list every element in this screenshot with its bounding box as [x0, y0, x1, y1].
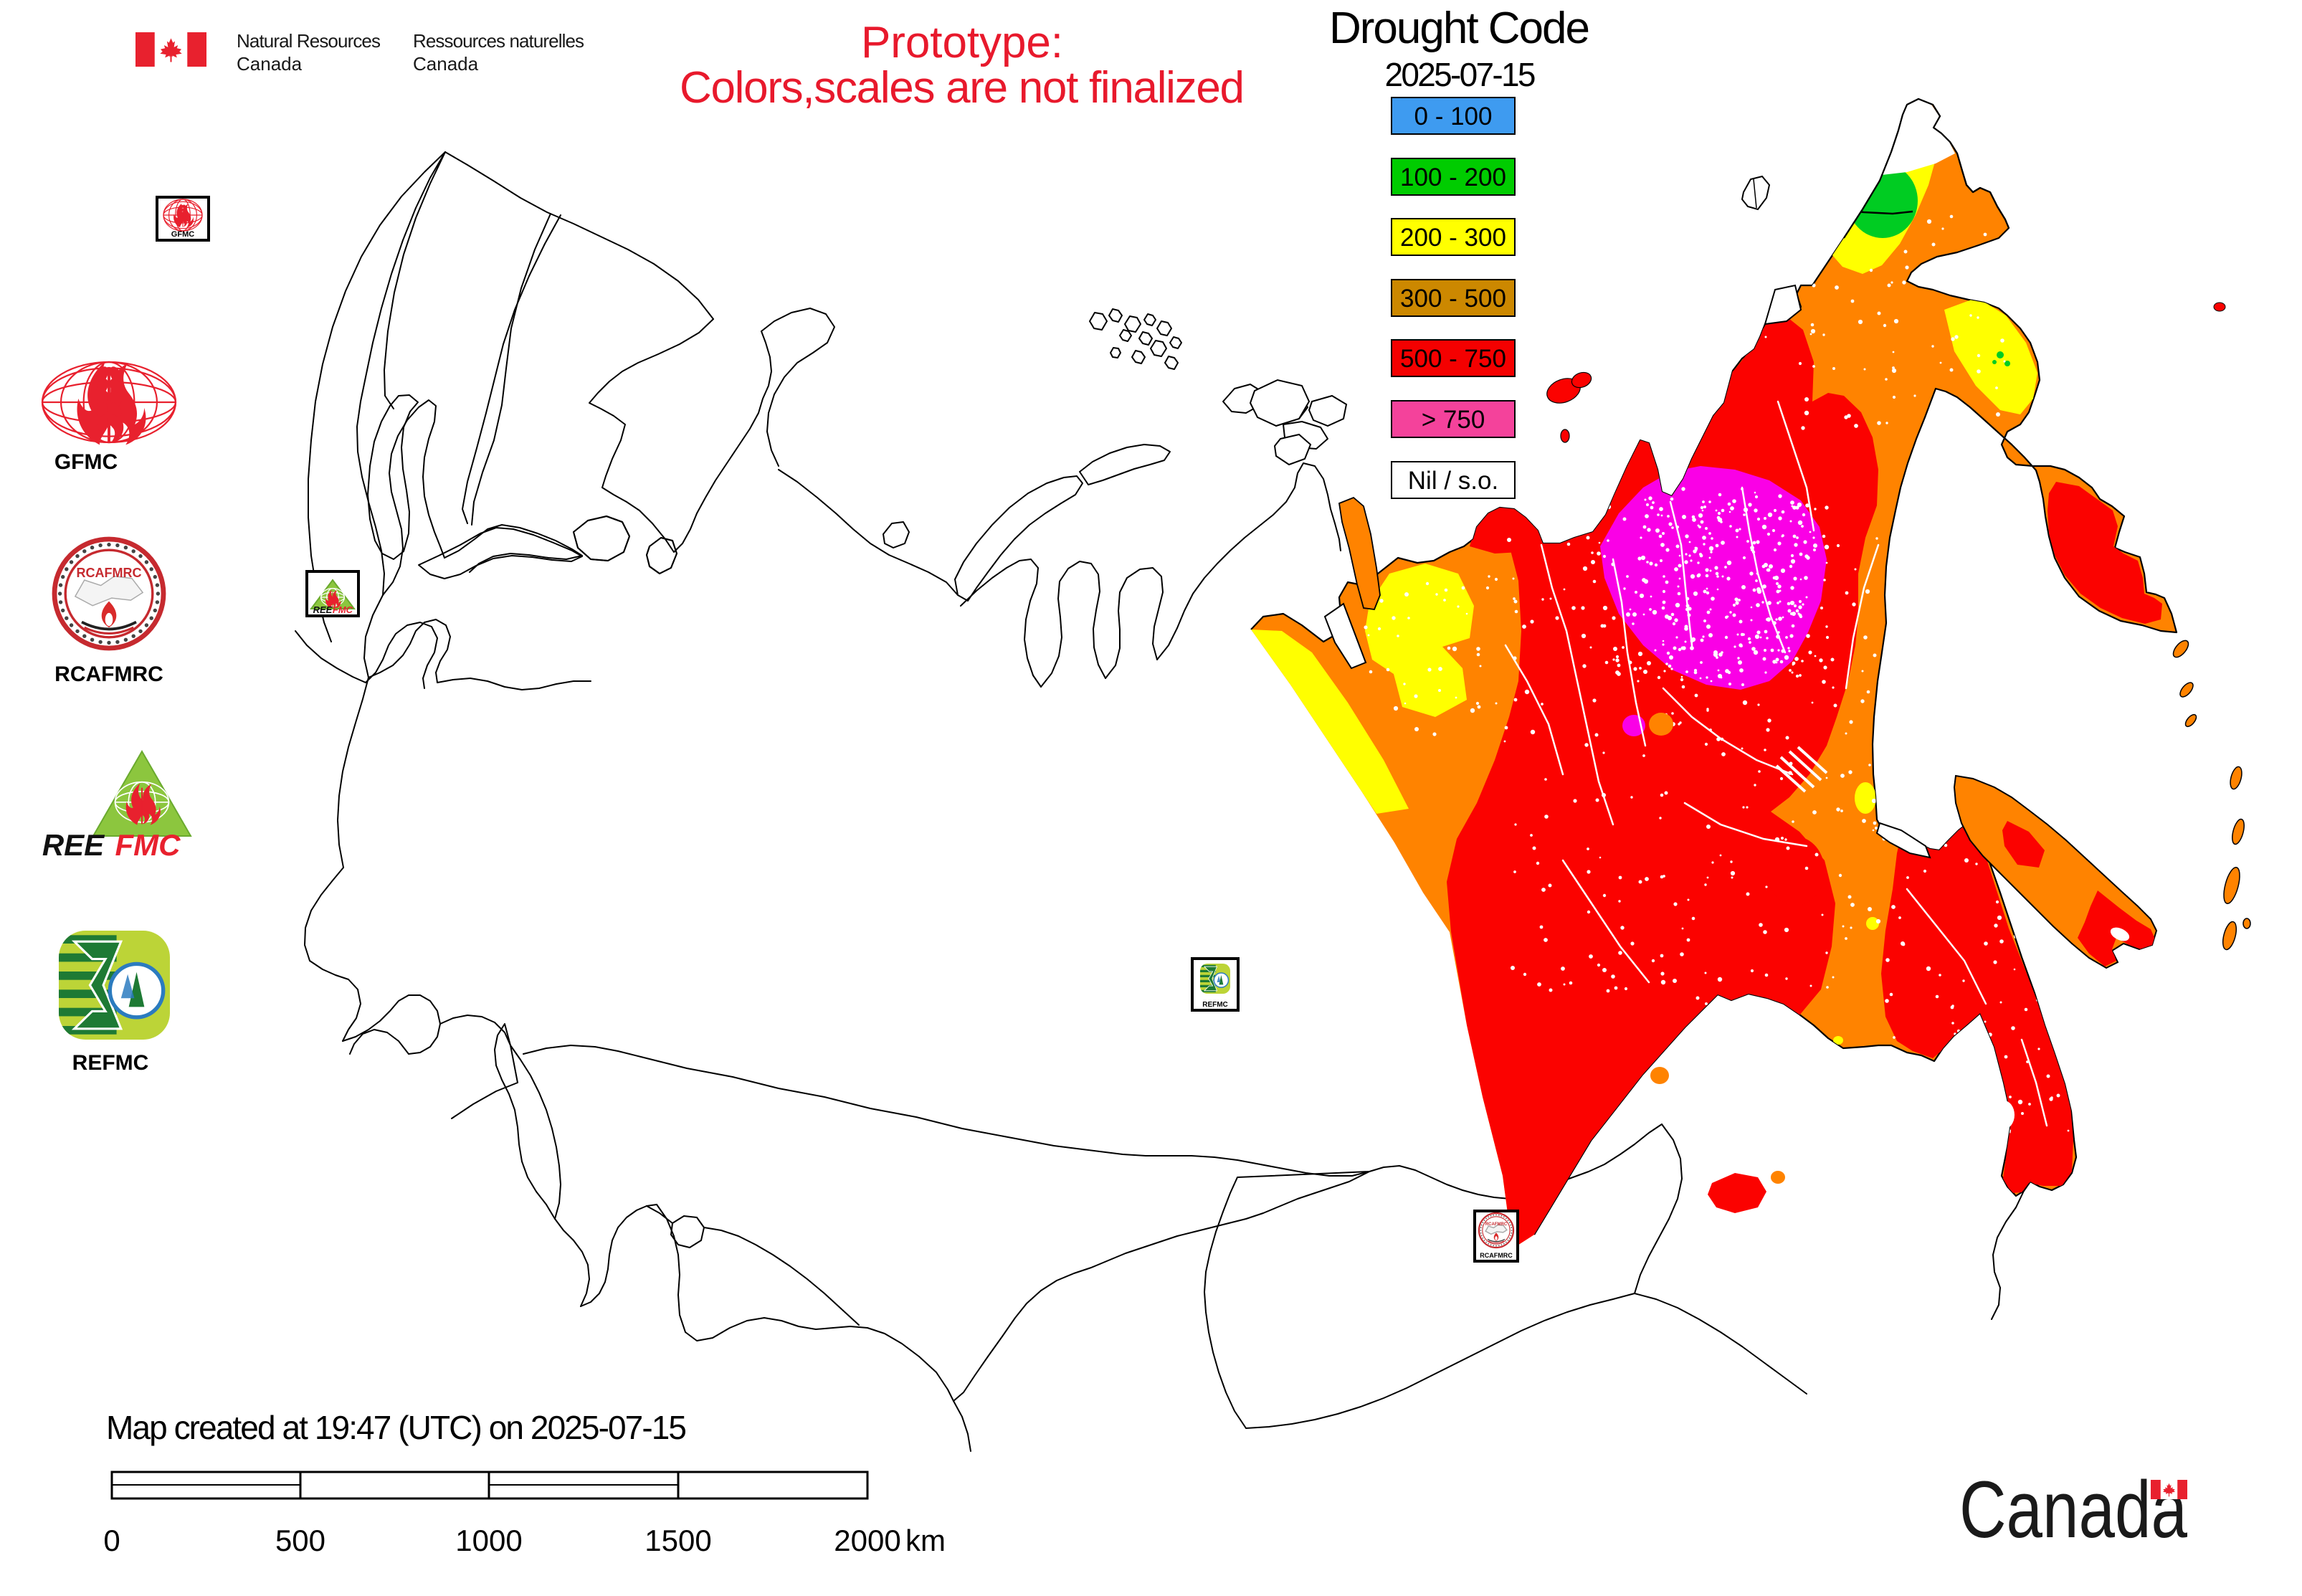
svg-text:Drought Code: Drought Code	[1329, 4, 1590, 53]
svg-text:RCAFMRC: RCAFMRC	[1485, 1222, 1508, 1227]
svg-text:Ressources naturelles: Ressources naturelles	[413, 30, 584, 52]
svg-text:REFMC: REFMC	[1202, 1001, 1228, 1009]
svg-text:0: 0	[103, 1524, 120, 1557]
svg-text:500: 500	[275, 1524, 325, 1557]
svg-text:200 - 300: 200 - 300	[1400, 224, 1506, 252]
svg-text:2000: 2000	[834, 1524, 900, 1557]
svg-text:Colors,scales are not finalize: Colors,scales are not finalized	[680, 63, 1245, 113]
svg-text:Canada: Canada	[413, 53, 479, 75]
svg-text:Prototype:: Prototype:	[861, 18, 1063, 67]
svg-text:FMC: FMC	[333, 604, 353, 615]
svg-text:FMC: FMC	[115, 828, 181, 862]
svg-text:1000: 1000	[455, 1524, 522, 1557]
svg-text:Natural Resources: Natural Resources	[237, 30, 381, 52]
svg-text:RCAFMRC: RCAFMRC	[54, 662, 163, 686]
svg-text:REE: REE	[42, 828, 105, 862]
svg-text:> 750: > 750	[1422, 406, 1485, 434]
svg-text:km: km	[905, 1524, 946, 1557]
svg-text:100 - 200: 100 - 200	[1400, 163, 1506, 191]
svg-text:500 - 750: 500 - 750	[1400, 345, 1506, 373]
svg-text:RCAFMRC: RCAFMRC	[1480, 1252, 1513, 1259]
svg-text:Map created at 19:47 (UTC) on: Map created at 19:47 (UTC) on 2025-07-15	[106, 1409, 687, 1446]
svg-text:Canada: Canada	[1959, 1465, 2188, 1554]
svg-text:GFMC: GFMC	[171, 230, 194, 239]
svg-text:GFMC: GFMC	[54, 450, 118, 474]
svg-text:2025-07-15: 2025-07-15	[1385, 56, 1536, 93]
svg-text:300 - 500: 300 - 500	[1400, 285, 1506, 313]
svg-text:Nil / s.o.: Nil / s.o.	[1408, 467, 1498, 495]
svg-text:Canada: Canada	[237, 53, 303, 75]
svg-text:1500: 1500	[645, 1524, 711, 1557]
svg-text:RCAFMRC: RCAFMRC	[77, 566, 142, 580]
svg-text:REE: REE	[313, 604, 333, 615]
svg-text:REFMC: REFMC	[72, 1051, 149, 1075]
svg-text:0 - 100: 0 - 100	[1414, 103, 1493, 130]
